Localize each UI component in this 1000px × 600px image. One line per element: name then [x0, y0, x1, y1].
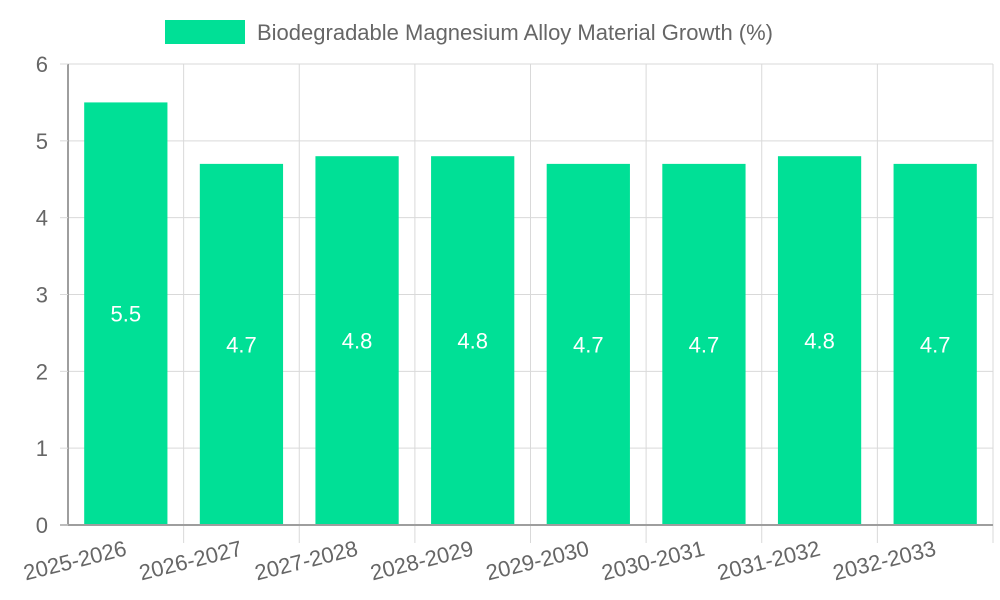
y-tick-label: 2 — [36, 359, 48, 384]
bar[interactable] — [662, 163, 746, 525]
y-tick-label: 3 — [36, 283, 48, 308]
x-tick-label: 2028-2029 — [368, 536, 476, 586]
bar-value-label: 4.8 — [457, 329, 488, 354]
legend[interactable]: Biodegradable Magnesium Alloy Material G… — [165, 20, 773, 45]
x-tick-label: 2026-2027 — [137, 536, 245, 586]
bar[interactable] — [546, 163, 630, 525]
bar-value-label: 4.8 — [804, 329, 835, 354]
bar[interactable] — [893, 163, 977, 525]
y-tick-label: 4 — [36, 206, 48, 231]
data-labels: 5.5 4.7 4.8 4.8 4.7 4.7 4.8 4.7 — [111, 302, 951, 358]
bar-value-label: 5.5 — [111, 302, 142, 327]
bar-value-label: 4.7 — [920, 332, 951, 357]
y-tick-label: 6 — [36, 52, 48, 77]
x-tick-label: 2027-2028 — [252, 536, 360, 586]
x-tick-label: 2029-2030 — [483, 536, 591, 586]
x-tick-label: 2025-2026 — [21, 536, 129, 586]
bars — [84, 102, 977, 526]
y-tick-label: 5 — [36, 129, 48, 154]
bar[interactable] — [431, 156, 515, 525]
legend-label: Biodegradable Magnesium Alloy Material G… — [257, 20, 773, 45]
x-axis-ticks: 2025-2026 2026-2027 2027-2028 2028-2029 2029… — [21, 536, 939, 586]
bar[interactable] — [199, 163, 284, 525]
bar-value-label: 4.7 — [689, 332, 720, 357]
bar[interactable] — [315, 156, 399, 525]
bar[interactable] — [777, 156, 862, 525]
legend-swatch — [165, 20, 245, 44]
bar-value-label: 4.7 — [226, 332, 257, 357]
bar[interactable] — [84, 102, 168, 526]
x-tick-label: 2030-2031 — [599, 536, 707, 586]
y-tick-label: 1 — [36, 436, 48, 461]
x-tick-label: 2031-2032 — [715, 536, 823, 586]
y-axis-ticks: 0 1 2 3 4 5 6 — [36, 52, 68, 538]
bar-value-label: 4.7 — [573, 332, 604, 357]
bar-value-label: 4.8 — [342, 329, 373, 354]
x-tick-label: 2032-2033 — [830, 536, 938, 586]
y-tick-label: 0 — [36, 513, 48, 538]
